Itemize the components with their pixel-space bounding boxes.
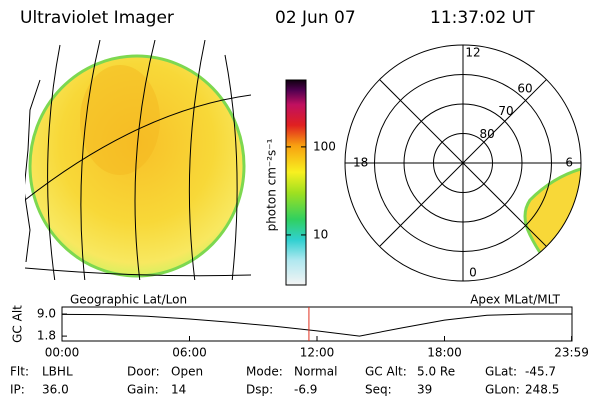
footer-value: 39 <box>417 383 432 397</box>
mlt-label: 6 <box>565 156 573 170</box>
footer-label: GLon: <box>485 383 520 397</box>
panel-label: Apex MLat/MLT <box>470 293 560 307</box>
date: 02 Jun 07 <box>275 8 356 28</box>
x-tick-label: 23:59 <box>554 346 589 360</box>
geo-map <box>25 40 251 280</box>
footer-label: Door: <box>127 365 160 379</box>
colorbar-tick-label: 100 <box>313 139 336 153</box>
mlt-spoke <box>379 79 547 247</box>
y-tick-label: 9.0 <box>37 307 56 321</box>
panel-label: Geographic Lat/Lon <box>70 293 187 307</box>
footer-label: Flt: <box>10 365 29 379</box>
x-tick-label: 06:00 <box>172 346 207 360</box>
footer-value: LBHL <box>42 365 73 379</box>
lat-label: 70 <box>498 104 513 118</box>
altitude-line <box>61 313 572 337</box>
mlt-label: 0 <box>469 266 477 280</box>
colorbar-tick-label: 10 <box>313 227 328 241</box>
footer-value: 36.0 <box>42 383 69 397</box>
footer-value: 14 <box>171 383 186 397</box>
lat-label: 60 <box>517 82 532 96</box>
footer-value: -6.9 <box>294 383 317 397</box>
colorbar-label: photon cm⁻²s⁻¹ <box>265 138 279 231</box>
x-tick-label: 12:00 <box>300 346 335 360</box>
aurora <box>523 163 581 267</box>
mlt-label: 18 <box>353 156 368 170</box>
footer-value: Normal <box>294 365 337 379</box>
altitude-frame <box>61 306 573 342</box>
footer-label: Mode: <box>246 365 283 379</box>
footer-value: 5.0 Re <box>417 365 455 379</box>
footer-label: Seq: <box>365 383 392 397</box>
y-axis-label: GC Alt <box>11 305 25 343</box>
x-tick-label: 18:00 <box>427 346 462 360</box>
footer-label: Gain: <box>127 383 159 397</box>
colorbar <box>285 79 307 286</box>
x-tick-label: 00:00 <box>45 346 80 360</box>
footer-label: IP: <box>10 383 25 397</box>
lat-label: 80 <box>479 127 494 141</box>
time: 11:37:02 UT <box>430 8 535 28</box>
footer-label: GC Alt: <box>365 365 407 379</box>
footer-value: Open <box>171 365 203 379</box>
footer-label: GLat: <box>485 365 517 379</box>
footer-value: 248.5 <box>525 383 559 397</box>
y-tick-label: 1.8 <box>37 329 56 343</box>
footer-label: Dsp: <box>246 383 273 397</box>
mlt-label: 12 <box>465 46 480 60</box>
footer-value: -45.7 <box>525 365 556 379</box>
title: Ultraviolet Imager <box>20 8 174 28</box>
